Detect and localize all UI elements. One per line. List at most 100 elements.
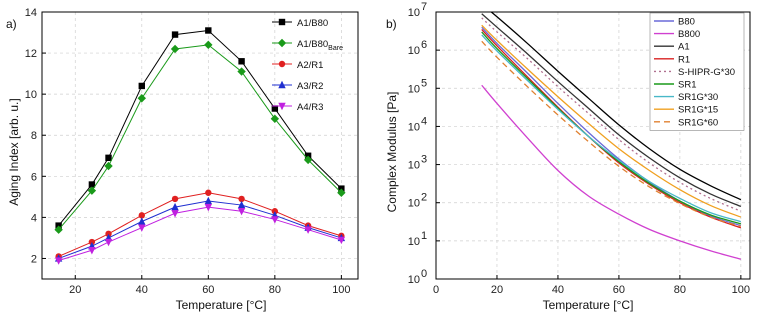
panel-b-legend-label: B80: [678, 17, 695, 28]
panel-b-ytick-label: 10: [408, 198, 420, 210]
panel-b-ytick-exponent: 6: [421, 39, 427, 51]
panel-a-data-point: [204, 203, 213, 212]
panel-a-data-point: [171, 195, 179, 203]
panel-a-legend-subscript: Bare: [328, 45, 343, 52]
panel-a-ytick-label: 2: [31, 253, 37, 265]
panel-a-data-point: [171, 210, 179, 218]
panel-a-series-line: [58, 206, 342, 261]
panel-b-xtick-label: 100: [732, 284, 750, 296]
panel-a-data-point: [304, 226, 312, 234]
panel-a-data-point: [238, 195, 245, 203]
panel-a-xtick-label: 20: [69, 284, 81, 296]
panel-a-data-point: [303, 155, 313, 165]
aging-index-chart: a) Aging Index [arb. u.] Temperature [°C…: [6, 7, 359, 312]
panel-a-data-point: [88, 181, 96, 188]
panel-a-legend: A1/B80 A1/B80Bare A2/R1 A3/R2 A4/R3: [272, 18, 343, 113]
panel-b-plot-frame: [435, 11, 751, 280]
panel-b-legend-label: S-HIPR-G*30: [678, 67, 735, 78]
panel-b-legend-label: B800: [678, 29, 700, 40]
panel-b-ytick-exponent: 2: [421, 192, 427, 204]
panel-b-ytick-label: 10: [408, 236, 420, 248]
panel-a-ytick-label: 10: [25, 89, 37, 101]
panel-a-data-point: [271, 216, 279, 224]
panel-b-legend-label: R1: [678, 54, 690, 65]
panel-b-xtick-label: 80: [674, 284, 686, 296]
panel-a-data-point: [337, 188, 346, 197]
panel-a-data-point: [137, 94, 146, 103]
panel-a-xtick-label: 60: [202, 284, 214, 296]
panel-b-ytick-exponent: 5: [421, 77, 427, 89]
panel-b-xtick-label: 20: [491, 284, 503, 296]
panel-a-xtick-label: 40: [136, 284, 148, 296]
panel-a-ylabel: Aging Index [arb. u.]: [7, 98, 21, 205]
panel-b-series-line: [481, 17, 742, 212]
panel-a-data-point: [237, 208, 246, 216]
panel-b-ytick-exponent: 7: [421, 1, 427, 13]
panel-a-data-point: [170, 44, 180, 54]
panel-b-ytick-exponent: 3: [421, 154, 427, 166]
panel-a-series-line: [58, 29, 342, 226]
panel-a-series-line: [58, 192, 342, 257]
panel-a-legend-label: A4/R3: [297, 102, 323, 113]
panel-b-ytick-label: 10: [408, 83, 420, 95]
panel-b-xtick-label: 40: [552, 284, 564, 296]
panel-a-legend-marker: [278, 80, 286, 89]
panel-a-data-point: [238, 58, 245, 65]
panel-b-legend-label: SR1G*60: [678, 117, 718, 128]
panel-b-ylabel: Complex Modulus [Pa]: [385, 92, 399, 213]
panel-b-ytick-label: 10: [408, 7, 420, 19]
panel-a-data-point: [54, 257, 63, 265]
panel-a-legend-label: A1/B80Bare: [297, 39, 343, 52]
panel-a-ytick-label: 12: [25, 48, 37, 60]
panel-b-ytick-exponent: 4: [421, 115, 427, 127]
panel-a-series-line: [58, 44, 342, 231]
panel-b-xtick-label: 0: [433, 284, 439, 296]
panel-a-data-point: [104, 161, 113, 171]
panel-b-xtick-label: 60: [613, 284, 625, 296]
panel-a-data-point: [204, 196, 213, 205]
panel-a-data-point: [104, 238, 113, 247]
panel-a-data-point: [270, 114, 280, 123]
panel-a-data-point: [54, 225, 63, 234]
panel-a-legend-label: A3/R2: [297, 81, 323, 92]
panel-a-data-point: [205, 189, 212, 196]
panel-a-xtick-label: 100: [332, 284, 350, 296]
panel-b-legend-label: SR1G*30: [678, 92, 718, 103]
panel-b-series-line: [481, 84, 742, 260]
panel-a-data-point: [138, 82, 145, 90]
panel-b-ytick-label: 10: [408, 45, 420, 57]
panel-a-data-point: [138, 217, 146, 225]
panel-a-data-point: [171, 31, 179, 38]
panel-b-legend-label: SR1: [678, 80, 696, 91]
panel-a-data-point: [138, 212, 145, 219]
panel-b-series-line: [481, 24, 742, 218]
panel-a-data-point: [337, 236, 346, 245]
panel-a-ytick-label: 8: [31, 130, 37, 142]
panel-b-label: b): [386, 17, 397, 31]
panel-a-data-point: [271, 105, 279, 112]
panel-a-data-point: [204, 40, 213, 50]
panel-b-series-line: [481, 34, 742, 223]
panel-a-ytick-label: 14: [25, 7, 37, 19]
panel-a-plot-frame: [41, 11, 359, 280]
panel-b-legend-label: A1: [678, 42, 690, 53]
panel-a-legend-marker: [278, 18, 286, 26]
panel-b-xlabel: Temperature [°C]: [543, 298, 634, 312]
panel-a-data-point: [237, 67, 246, 76]
panel-b-series-line: [490, 12, 742, 201]
panel-a-legend-marker: [277, 38, 287, 48]
panel-a-xlabel: Temperature [°C]: [176, 298, 267, 312]
panel-b-ytick-label: 10: [408, 121, 420, 133]
panel-a-ytick-label: 6: [31, 171, 37, 183]
panel-a-data-point: [205, 27, 212, 34]
panel-a-data-point: [87, 186, 97, 195]
panel-a-legend-label: A1/B80: [297, 18, 328, 29]
panel-b-legend-label: SR1G*15: [678, 105, 718, 116]
panel-a-legend-marker: [278, 60, 286, 68]
panel-a-legend-label: A2/R1: [297, 60, 323, 71]
panel-a-series-line: [58, 200, 342, 259]
panel-b-series-line: [481, 40, 742, 227]
panel-a-label: a): [6, 17, 17, 31]
panel-b-ytick-label: 10: [408, 274, 420, 286]
